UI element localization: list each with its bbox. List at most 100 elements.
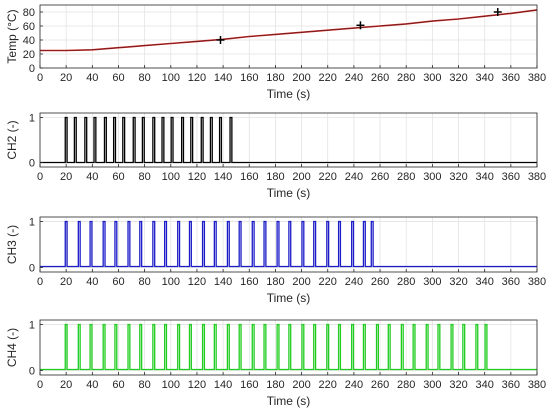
x-tick-label: 0 xyxy=(37,379,43,391)
plus-marker xyxy=(216,36,225,44)
x-axis-label: Time (s) xyxy=(267,291,311,305)
x-tick-label: 20 xyxy=(60,72,72,84)
x-tick-label: 240 xyxy=(345,171,363,183)
x-tick-label: 40 xyxy=(86,72,98,84)
x-tick-label: 140 xyxy=(214,276,232,288)
x-tick-label: 120 xyxy=(188,379,206,391)
x-tick-label: 300 xyxy=(423,276,441,288)
x-tick-label: 80 xyxy=(139,276,151,288)
x-tick-label: 120 xyxy=(188,72,206,84)
x-tick-label: 100 xyxy=(162,379,180,391)
x-tick-label: 340 xyxy=(476,276,494,288)
x-tick-label: 260 xyxy=(371,276,389,288)
chart-panel-2: 0 20 40 60 80 100 120 140 160 180 200 220 240 260 280 3… xyxy=(5,113,546,201)
y-tick-label: 1 xyxy=(29,320,35,332)
plus-marker xyxy=(493,8,502,16)
x-tick-label: 320 xyxy=(449,276,467,288)
series-line-overlay xyxy=(40,9,538,51)
x-tick-label: 200 xyxy=(292,379,310,391)
y-axis-label: CH3 (-) xyxy=(5,225,19,264)
x-tick-label: 300 xyxy=(423,171,441,183)
x-tick-label: 80 xyxy=(139,171,151,183)
x-axis-label: Time (s) xyxy=(267,394,311,408)
x-tick-label: 20 xyxy=(60,276,72,288)
y-tick-label: 40 xyxy=(23,35,35,47)
axes-box xyxy=(39,4,538,69)
x-tick-label: 60 xyxy=(112,379,124,391)
y-tick-label: 0 xyxy=(29,365,35,377)
x-tick-label: 320 xyxy=(449,379,467,391)
x-tick-label: 260 xyxy=(371,72,389,84)
x-axis-label: Time (s) xyxy=(267,186,311,200)
x-tick-label: 100 xyxy=(162,72,180,84)
x-tick-label: 120 xyxy=(188,171,206,183)
x-tick-label: 60 xyxy=(112,276,124,288)
x-tick-label: 260 xyxy=(371,171,389,183)
x-tick-label: 360 xyxy=(502,379,520,391)
x-tick-label: 180 xyxy=(266,379,284,391)
x-tick-label: 200 xyxy=(292,276,310,288)
chart-panel-4: 0 20 40 60 80 100 120 140 160 180 200 220 240 260 280 3… xyxy=(5,320,546,408)
x-tick-label: 140 xyxy=(214,379,232,391)
series-line-1 xyxy=(40,116,537,164)
x-tick-label: 320 xyxy=(449,72,467,84)
y-tick-label: 20 xyxy=(23,49,35,61)
x-tick-label: 40 xyxy=(86,276,98,288)
x-tick-label: 180 xyxy=(266,171,284,183)
y-tick-label: 0 xyxy=(29,262,35,274)
y-tick-label: 0 xyxy=(29,63,35,75)
x-tick-label: 0 xyxy=(37,276,43,288)
x-tick-label: 360 xyxy=(502,276,520,288)
x-tick-label: 200 xyxy=(292,72,310,84)
y-tick-label: 60 xyxy=(23,21,35,33)
series-line-1 xyxy=(40,323,537,371)
x-tick-label: 280 xyxy=(397,379,415,391)
x-tick-label: 180 xyxy=(266,72,284,84)
x-tick-label: 220 xyxy=(319,276,337,288)
x-tick-label: 160 xyxy=(240,379,258,391)
x-tick-label: 380 xyxy=(528,379,546,391)
x-tick-label: 220 xyxy=(319,171,337,183)
x-tick-label: 80 xyxy=(139,379,151,391)
x-tick-label: 100 xyxy=(162,171,180,183)
series-line-1 xyxy=(40,220,537,268)
x-tick-label: 180 xyxy=(266,276,284,288)
x-tick-label: 40 xyxy=(86,379,98,391)
x-tick-label: 0 xyxy=(37,171,43,183)
axes-box xyxy=(39,319,538,376)
chart-panel-1: 0 20 40 60 80 100 120 140 160 180 200 220 240 260 280 3… xyxy=(5,4,546,101)
x-tick-label: 240 xyxy=(345,276,363,288)
x-tick-label: 80 xyxy=(139,72,151,84)
x-tick-label: 240 xyxy=(345,379,363,391)
x-tick-label: 380 xyxy=(528,171,546,183)
x-tick-label: 140 xyxy=(214,72,232,84)
axes-box xyxy=(39,216,538,273)
y-axis-label: Temp (°C) xyxy=(5,9,19,63)
y-axis-label: CH4 (-) xyxy=(5,328,19,367)
y-tick-label: 80 xyxy=(23,7,35,19)
x-tick-label: 360 xyxy=(502,72,520,84)
x-tick-label: 60 xyxy=(112,72,124,84)
y-axis-label: CH2 (-) xyxy=(5,120,19,159)
x-tick-label: 20 xyxy=(60,379,72,391)
x-tick-label: 380 xyxy=(528,72,546,84)
y-tick-label: 1 xyxy=(29,113,35,125)
x-tick-label: 160 xyxy=(240,276,258,288)
x-tick-label: 200 xyxy=(292,171,310,183)
x-tick-label: 340 xyxy=(476,171,494,183)
y-tick-label: 1 xyxy=(29,217,35,229)
x-tick-label: 300 xyxy=(423,379,441,391)
y-tick-label: 0 xyxy=(29,158,35,170)
x-tick-label: 60 xyxy=(112,171,124,183)
chart-panel-3: 0 20 40 60 80 100 120 140 160 180 200 220 240 260 280 3… xyxy=(5,217,546,305)
x-tick-label: 100 xyxy=(162,276,180,288)
x-tick-label: 340 xyxy=(476,379,494,391)
x-tick-label: 240 xyxy=(345,72,363,84)
x-tick-label: 340 xyxy=(476,72,494,84)
x-tick-label: 120 xyxy=(188,276,206,288)
x-tick-label: 0 xyxy=(37,72,43,84)
plot-area xyxy=(40,5,537,68)
x-tick-label: 220 xyxy=(319,379,337,391)
x-tick-label: 320 xyxy=(449,171,467,183)
